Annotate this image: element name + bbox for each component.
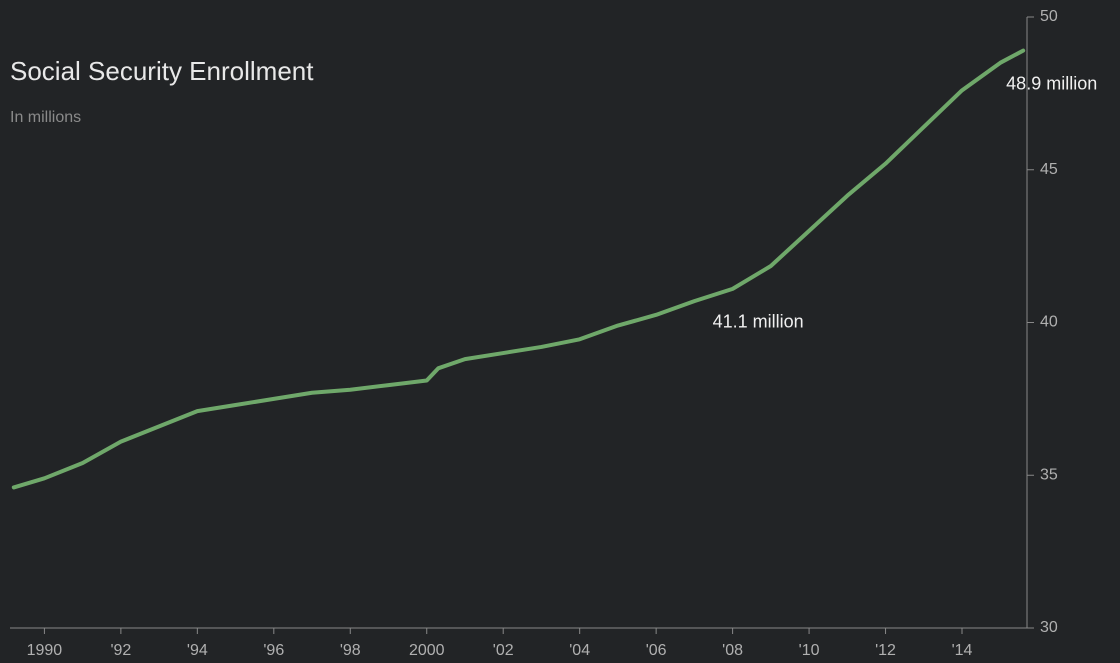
x-tick-label: '12	[875, 642, 896, 659]
x-tick-label: '02	[493, 642, 514, 659]
x-tick-label: '92	[110, 642, 131, 659]
x-tick-label: '14	[952, 642, 973, 659]
x-tick-label: '06	[646, 642, 667, 659]
data-line	[11, 48, 1026, 490]
y-tick-label: 35	[1040, 466, 1058, 483]
chart-subtitle: In millions	[10, 109, 81, 126]
x-tick-label: '96	[263, 642, 284, 659]
x-tick-label: 2000	[409, 642, 445, 659]
x-tick-label: '04	[569, 642, 590, 659]
y-tick-label: 40	[1040, 314, 1058, 331]
chart-title: Social Security Enrollment	[10, 56, 314, 86]
y-tick-label: 30	[1040, 619, 1058, 636]
y-tick-label: 45	[1040, 161, 1058, 178]
x-tick-label: '94	[187, 642, 208, 659]
x-tick-label: '98	[340, 642, 361, 659]
x-tick-label: '08	[722, 642, 743, 659]
x-tick-label: 1990	[27, 642, 63, 659]
y-tick-label: 50	[1040, 8, 1058, 25]
annotation: 48.9 million	[1006, 73, 1097, 93]
x-tick-label: '10	[799, 642, 820, 659]
annotation: 41.1 million	[713, 312, 804, 332]
